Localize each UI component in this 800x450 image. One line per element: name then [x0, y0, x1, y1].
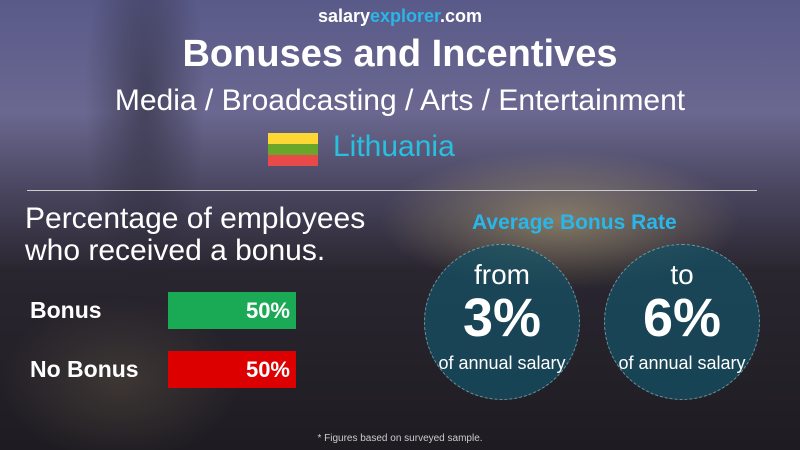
from-circle: from 3% of annual salary [424, 244, 580, 400]
no-bonus-label: No Bonus [30, 356, 139, 382]
to-word: to [670, 259, 694, 290]
from-note: of annual salary [438, 353, 566, 373]
country-name: Lithuania [333, 130, 455, 163]
average-bonus-heading: Average Bonus Rate [472, 211, 677, 234]
lithuania-flag-icon [268, 133, 318, 166]
bonus-label: Bonus [30, 297, 102, 323]
logo-part: .com [440, 6, 483, 26]
to-note: of annual salary [618, 353, 746, 373]
logo-part: salary [317, 6, 370, 26]
page-title: Bonuses and Incentives [182, 33, 618, 75]
industry-subtitle: Media / Broadcasting / Arts / Entertainm… [114, 84, 686, 117]
divider [27, 190, 757, 191]
percentage-heading: Percentage of employees who received a b… [25, 202, 366, 267]
from-value: 3% [462, 288, 542, 348]
no-bonus-bar: 50% [168, 351, 296, 388]
from-word: from [474, 259, 530, 290]
footnote: * Figures based on surveyed sample. [317, 433, 483, 444]
to-value: 6% [642, 288, 722, 348]
to-circle: to 6% of annual salary [604, 244, 760, 400]
site-logo[interactable]: salaryexplorer.com [0, 6, 800, 27]
logo-part: explorer [370, 6, 441, 26]
bonus-bar: 50% [168, 292, 296, 329]
